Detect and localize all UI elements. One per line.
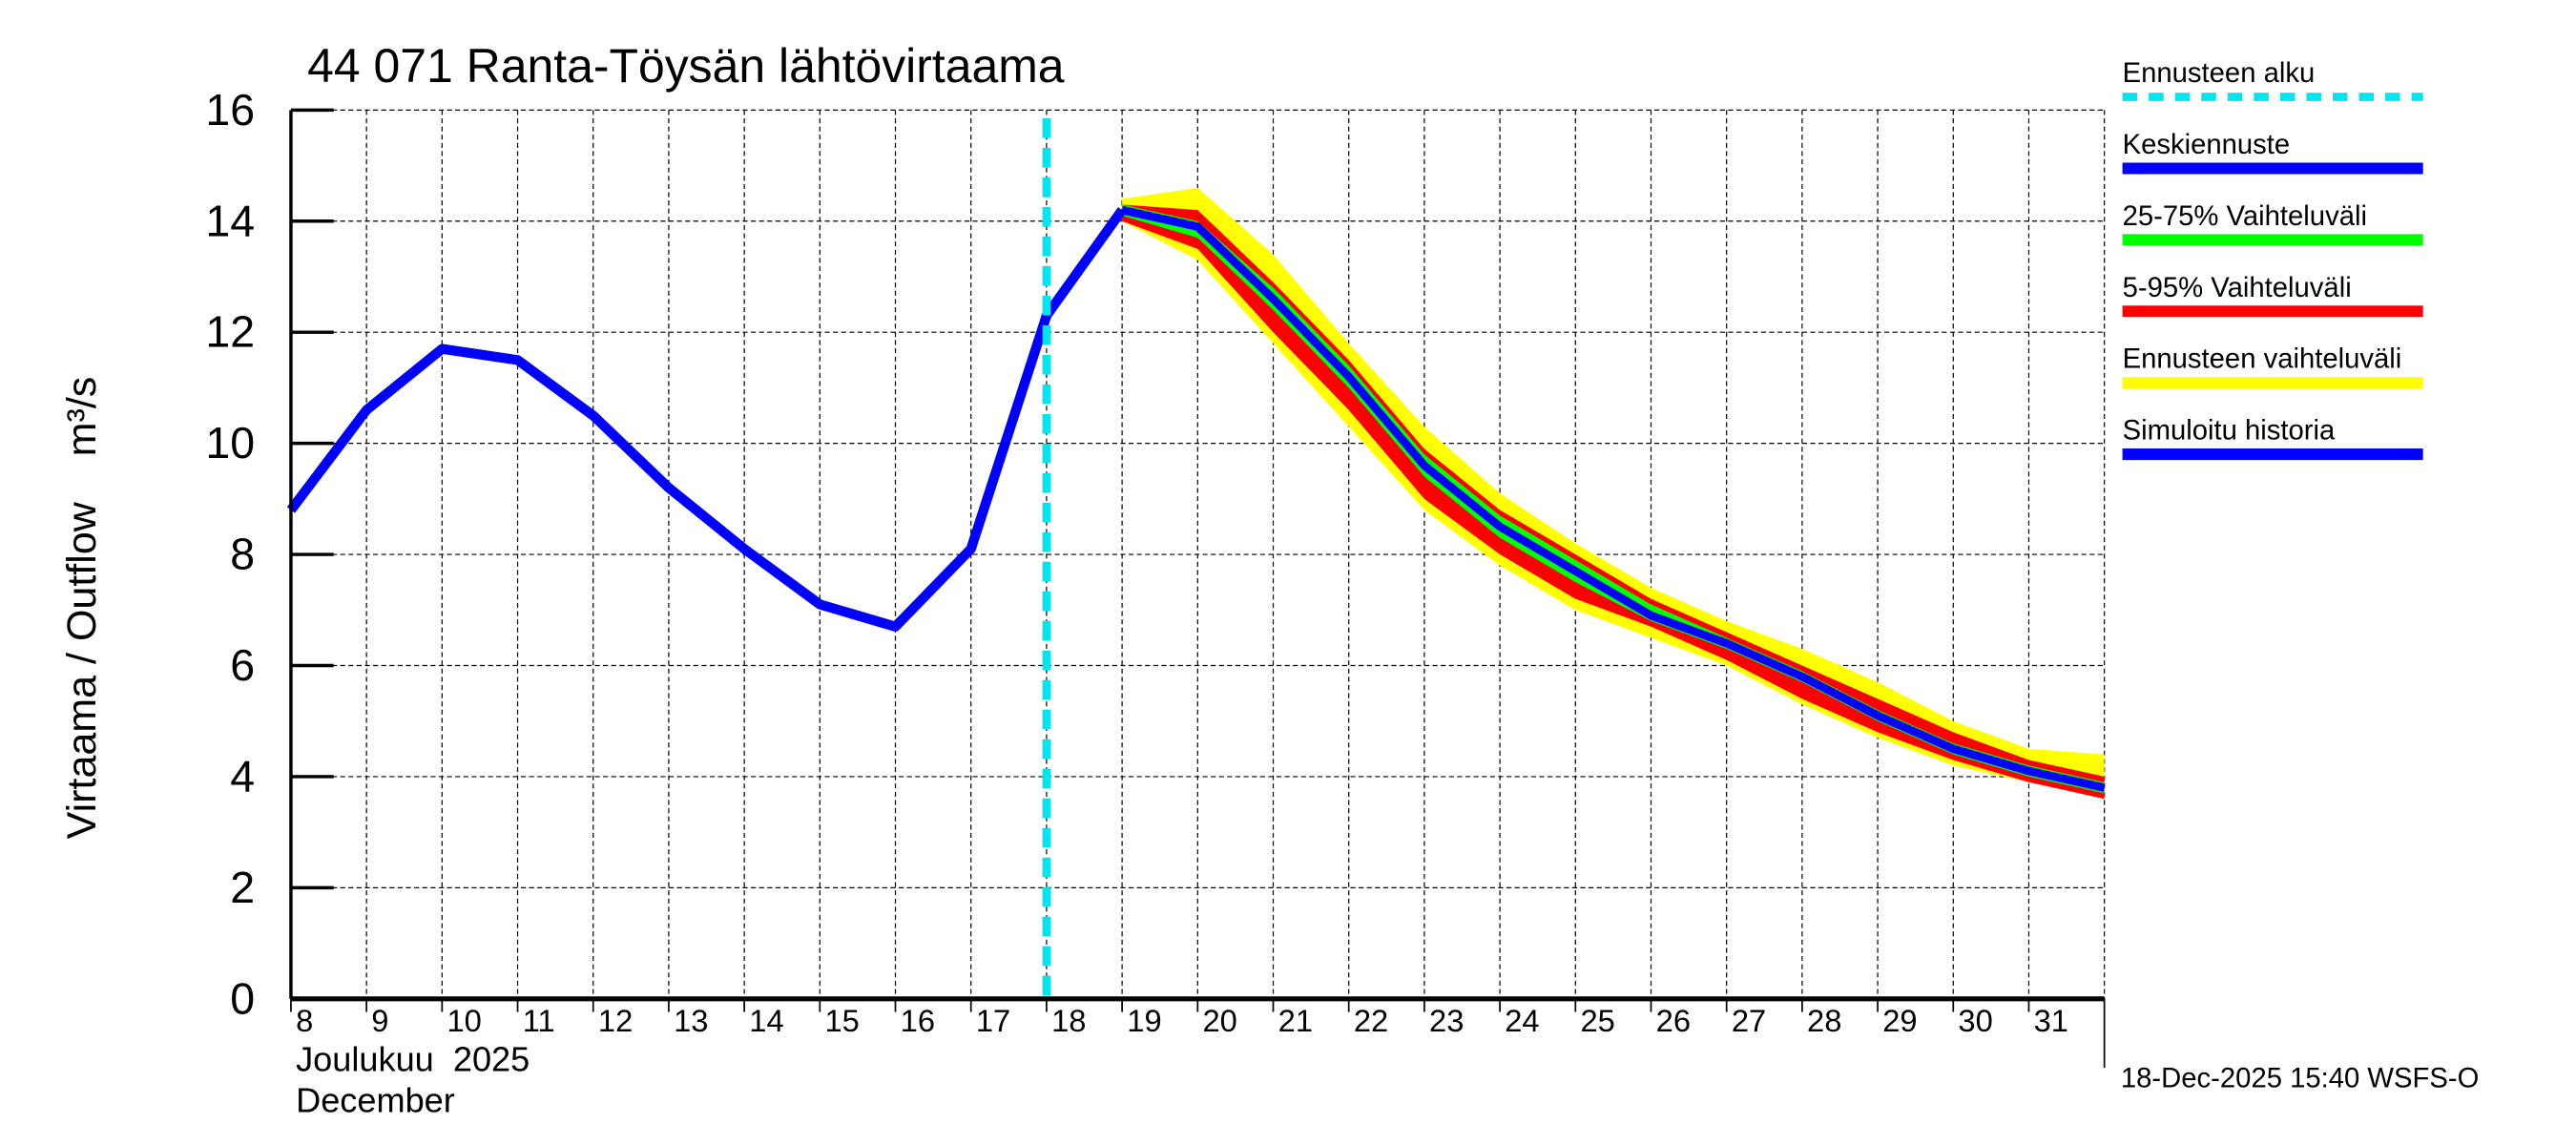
legend-label: Keskiennuste: [2123, 130, 2291, 160]
x-tick-label: 24: [1505, 1003, 1539, 1038]
legend-label: Ennusteen vaihteluväli: [2123, 344, 2402, 375]
x-tick-label: 14: [749, 1003, 783, 1038]
y-axis-label: Virtaama / Outflow m³/s: [59, 377, 105, 840]
x-tick-label: 26: [1656, 1003, 1691, 1038]
x-tick-label: 18: [1051, 1003, 1086, 1038]
x-tick-label: 15: [824, 1003, 859, 1038]
x-tick-label: 9: [371, 1003, 388, 1038]
x-tick-label: 8: [296, 1003, 313, 1038]
x-tick-label: 13: [674, 1003, 708, 1038]
legend: Ennusteen alku Keskiennuste 25-75% Vaihtel…: [2122, 58, 2423, 461]
x-axis-month-label-en: December: [296, 1081, 455, 1120]
timestamp: 18-Dec-2025 15:40 WSFS-O: [2121, 1064, 2480, 1094]
x-tick-label: 25: [1580, 1003, 1614, 1038]
median-forecast-line: [1121, 205, 2106, 792]
x-tick-label: 17: [976, 1003, 1010, 1038]
x-tick-label: 31: [2034, 1003, 2068, 1038]
x-tick-label: 12: [598, 1003, 633, 1038]
x-tick-label: 28: [1807, 1003, 1841, 1038]
x-tick-label: 27: [1732, 1003, 1766, 1038]
legend-label: 5-95% Vaihteluväli: [2123, 273, 2352, 303]
p5-95-band: [1122, 204, 2105, 800]
y-tick-label: 16: [205, 85, 255, 135]
x-tick-label: 11: [523, 1003, 555, 1038]
x-tick-label: 30: [1958, 1003, 1992, 1038]
chart-title: 44 071 Ranta-Töysän lähtövirtaama: [307, 39, 1065, 93]
legend-label: 25-75% Vaihteluväli: [2123, 201, 2367, 232]
series-lines: [286, 117, 2106, 999]
y-tick-label: 0: [230, 973, 255, 1023]
legend-label: Simuloitu historia: [2123, 416, 2336, 447]
x-axis-month-label: Joulukuu 2025: [296, 1040, 530, 1079]
y-tick-label: 4: [230, 751, 255, 801]
x-tick-label: 21: [1278, 1003, 1313, 1038]
simulated-history-line: [286, 207, 1127, 632]
x-tick-label: 29: [1882, 1003, 1917, 1038]
x-tick-label: 19: [1127, 1003, 1161, 1038]
y-tick-label: 8: [230, 530, 255, 579]
y-tick-label: 6: [230, 640, 255, 690]
forecast-bands: [1122, 187, 2105, 800]
x-tick-label: 22: [1354, 1003, 1388, 1038]
x-tick-label: 20: [1202, 1003, 1236, 1038]
y-tick-label: 2: [230, 863, 255, 912]
x-tick-label: 10: [447, 1003, 482, 1038]
x-tick-label: 16: [901, 1003, 935, 1038]
y-tick-label: 10: [205, 418, 255, 468]
legend-label: Ennusteen alku: [2123, 58, 2316, 89]
y-tick-label: 14: [205, 196, 255, 245]
y-tick-label: 12: [205, 307, 255, 357]
x-tick-label: 23: [1429, 1003, 1464, 1038]
